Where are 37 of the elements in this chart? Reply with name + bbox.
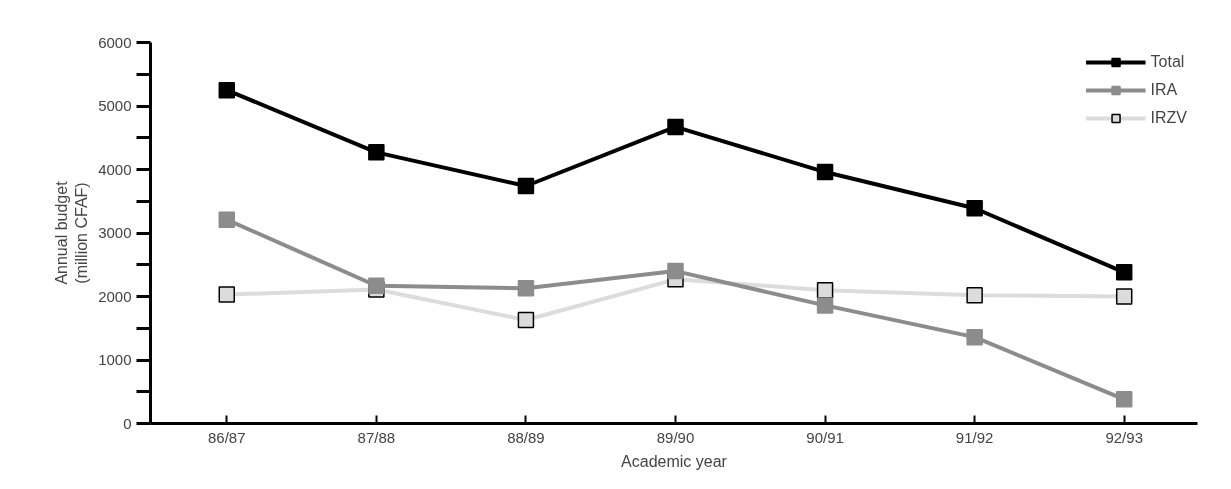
point bbox=[667, 118, 684, 136]
y-tick-label: 0 bbox=[123, 414, 132, 432]
point bbox=[218, 81, 236, 99]
point bbox=[218, 286, 236, 303]
x-axis-title: Academic year bbox=[621, 452, 728, 470]
point bbox=[816, 297, 834, 314]
point bbox=[966, 286, 983, 304]
point bbox=[368, 144, 385, 161]
point bbox=[517, 311, 535, 329]
x-tick-label: 88/89 bbox=[507, 428, 545, 446]
point bbox=[218, 211, 236, 228]
x-tick-label: 89/90 bbox=[656, 428, 695, 446]
y-tick-label: 4000 bbox=[98, 160, 132, 178]
y-tick-label: 1000 bbox=[98, 351, 132, 368]
point bbox=[816, 163, 834, 181]
point bbox=[517, 279, 535, 297]
y-tick-label: 3000 bbox=[98, 224, 132, 241]
point bbox=[966, 328, 983, 346]
point bbox=[1115, 288, 1133, 305]
legend-label: IRA bbox=[1150, 81, 1178, 99]
point bbox=[1115, 391, 1133, 408]
point bbox=[966, 199, 983, 217]
legend-label: IRZV bbox=[1150, 109, 1187, 127]
x-tick-label: 86/87 bbox=[208, 428, 246, 446]
point bbox=[368, 277, 385, 294]
point bbox=[1115, 264, 1133, 281]
y-tick-label: 5000 bbox=[98, 97, 132, 114]
legend-label: Total bbox=[1150, 53, 1185, 71]
x-tick-label: 92/93 bbox=[1105, 428, 1143, 446]
point bbox=[667, 262, 684, 280]
y-axis-title: Annual budget (million CFAF) bbox=[52, 180, 91, 285]
y-tick-label: 6000 bbox=[98, 33, 132, 51]
y-tick-label: 2000 bbox=[98, 287, 132, 305]
x-tick-label: 91/92 bbox=[955, 428, 994, 446]
x-tick-label: 87/88 bbox=[357, 428, 396, 446]
x-tick-label: 90/91 bbox=[806, 428, 844, 446]
point bbox=[517, 177, 535, 195]
